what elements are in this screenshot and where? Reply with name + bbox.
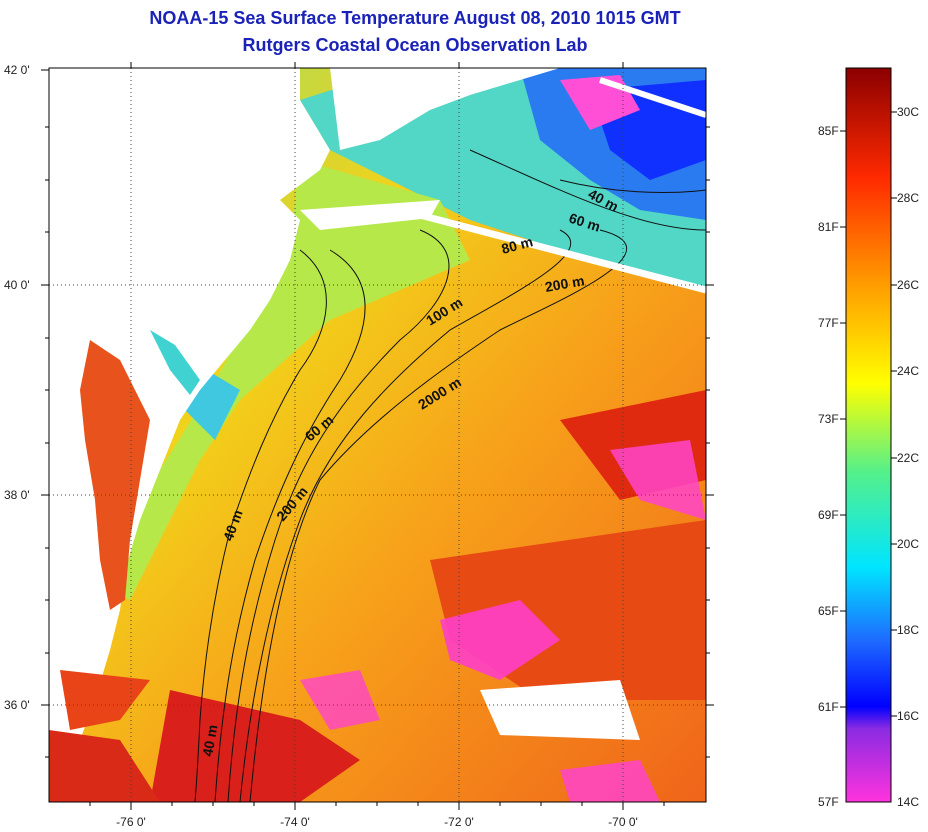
satellite-swath-gap — [419, 211, 706, 294]
satellite-swath-gap — [599, 77, 706, 118]
lon-tick-label: -72 0' — [444, 815, 474, 829]
lat-tick-labels: 42 0' 40 0' 38 0' 36 0' — [4, 63, 30, 712]
lat-tick-label: 42 0' — [4, 63, 30, 77]
lon-tick-label: -70 0' — [608, 815, 638, 829]
graticule — [49, 68, 706, 802]
map-title: NOAA-15 Sea Surface Temperature August 0… — [149, 8, 681, 28]
lat-tick-label: 40 0' — [4, 278, 30, 292]
axis-ticks — [41, 62, 714, 810]
lon-tick-labels: -76 0' -74 0' -72 0' -70 0' — [116, 815, 638, 829]
sst-field — [49, 68, 706, 802]
contour-label: 40 m — [199, 723, 220, 757]
lon-tick-label: -74 0' — [280, 815, 310, 829]
contour-label: 200 m — [544, 272, 586, 295]
lat-tick-label: 38 0' — [4, 488, 30, 502]
lat-tick-label: 36 0' — [4, 698, 30, 712]
lon-tick-label: -76 0' — [116, 815, 146, 829]
contour-label: 80 m — [500, 233, 535, 257]
map-subtitle: Rutgers Coastal Ocean Observation Lab — [242, 35, 588, 55]
